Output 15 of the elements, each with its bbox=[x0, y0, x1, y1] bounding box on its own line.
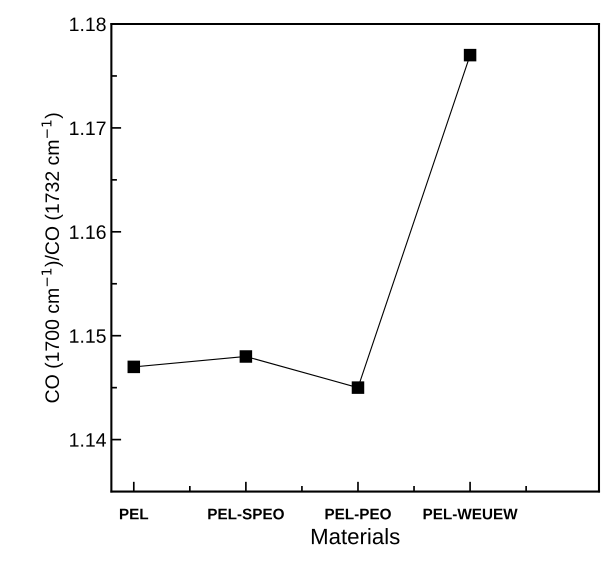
y-tick-label: 1.15 bbox=[70, 329, 106, 343]
y-tick-label: 1.14 bbox=[70, 433, 106, 447]
point bbox=[352, 381, 364, 394]
x-tick-label: PEL-PEO bbox=[325, 508, 391, 520]
y-tick-label: 1.17 bbox=[70, 122, 106, 135]
x-axis-title: Materials bbox=[312, 528, 400, 544]
x-tick-label: PEL bbox=[120, 508, 148, 520]
x-tick-label: PEL-WEUEW bbox=[424, 508, 518, 520]
y-tick-label: 1.16 bbox=[70, 225, 106, 240]
x-tick-label: PEL-SPEO bbox=[208, 508, 284, 520]
point bbox=[240, 350, 252, 363]
y-tick-label: 1.18 bbox=[70, 17, 106, 32]
y-axis-title: CO (1700 cm$^{−1}$)/CO (1732 cm$^{−1}$) bbox=[42, 113, 63, 402]
point bbox=[128, 360, 140, 374]
point bbox=[464, 48, 476, 62]
